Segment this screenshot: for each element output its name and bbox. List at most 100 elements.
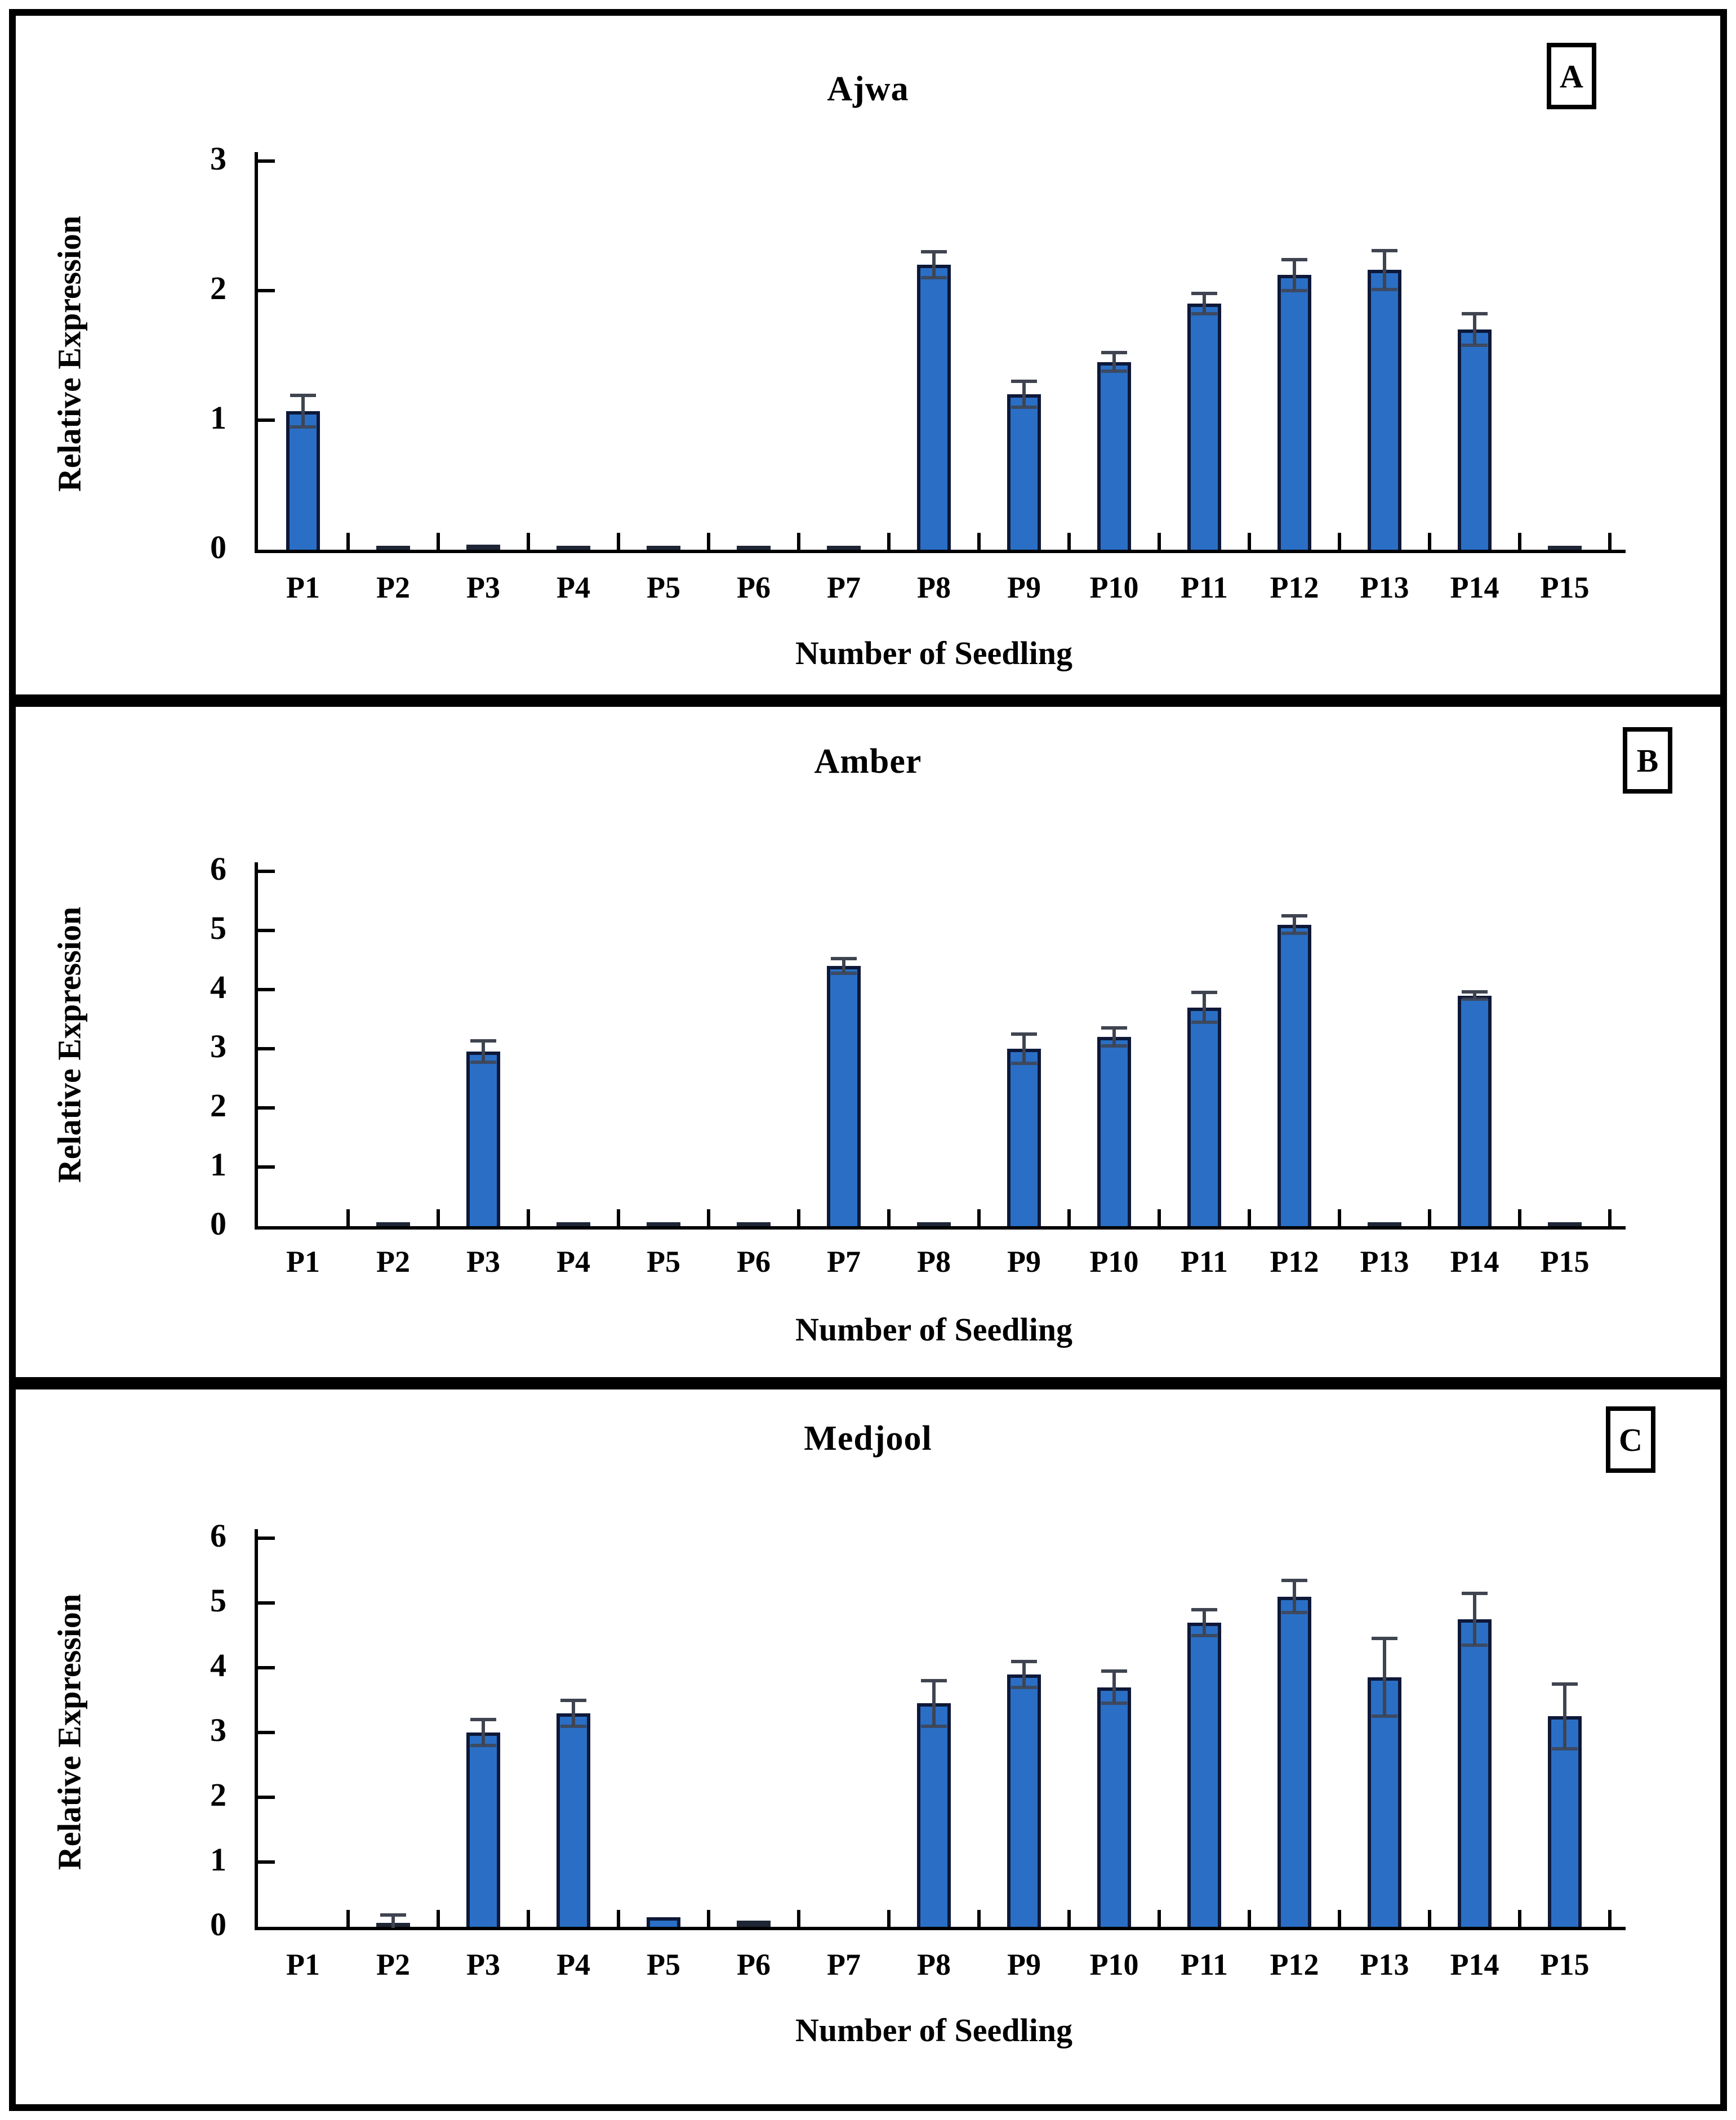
y-axis-tick: [258, 929, 275, 932]
bar-p3: [466, 544, 500, 550]
bar-p11: [1187, 1622, 1221, 1927]
y-axis-tick: [258, 1047, 275, 1050]
error-bar-cap-top: [1281, 1578, 1307, 1582]
x-axis-tick: [1067, 1910, 1071, 1927]
bar-p4: [557, 1713, 590, 1927]
error-bar-line: [1473, 1593, 1476, 1645]
y-axis-line: [255, 862, 258, 1230]
panel-letter: B: [1636, 742, 1659, 779]
category-label-p12: P12: [1270, 1245, 1319, 1279]
x-axis-tick: [707, 533, 710, 550]
bar-p2: [376, 546, 410, 550]
error-bar-cap-bottom: [1281, 932, 1307, 936]
x-axis-tick: [1608, 533, 1612, 550]
error-bar-line: [482, 1041, 485, 1063]
error-bar-cap-bottom: [1552, 1747, 1578, 1751]
y-axis-tick-label: 5: [210, 910, 226, 946]
y-axis-label: Relative Expression: [51, 1593, 88, 1870]
bar-p13: [1368, 1222, 1401, 1226]
panel-letter: A: [1560, 57, 1583, 95]
error-bar-cap-top: [560, 1698, 586, 1702]
y-axis-label: Relative Expression: [51, 906, 88, 1183]
error-bar-cap-bottom: [921, 1724, 947, 1728]
error-bar-cap-bottom: [1281, 1611, 1307, 1615]
category-label-p10: P10: [1089, 1245, 1139, 1279]
bar-p12: [1277, 1596, 1311, 1927]
bar-p10: [1097, 1687, 1131, 1927]
error-bar-line: [1022, 381, 1026, 407]
error-bar-cap-top: [921, 250, 947, 253]
panel-title: Medjool: [804, 1419, 932, 1458]
y-axis-tick: [258, 870, 275, 873]
panel-title: Amber: [814, 742, 922, 781]
bar-p7: [827, 966, 861, 1226]
bar-p4: [557, 1222, 590, 1226]
error-bar-cap-bottom: [1011, 1062, 1037, 1066]
error-bar-cap-top: [1372, 248, 1397, 252]
category-label-p2: P2: [376, 1948, 410, 1981]
x-axis-tick: [797, 1910, 800, 1927]
error-bar-cap-bottom: [1372, 287, 1397, 291]
y-axis-tick-label: 2: [210, 270, 226, 306]
panel-letter-box: B: [1623, 727, 1672, 794]
error-bar-line: [482, 1720, 485, 1745]
y-axis-tick-label: 6: [210, 850, 226, 887]
bar-p8: [917, 1222, 951, 1226]
error-bar-line: [391, 1915, 395, 1928]
panel-ajwa: Ajwa A Relative Expression Number of See…: [16, 16, 1720, 694]
error-bar-line: [1473, 992, 1476, 999]
x-axis-tick: [1518, 1209, 1521, 1226]
error-bar-cap-bottom: [1101, 1702, 1127, 1705]
bar-p9: [1007, 1049, 1041, 1226]
x-axis-tick: [887, 1910, 891, 1927]
y-axis-tick-label: 3: [210, 1712, 226, 1748]
error-bar-cap-top: [921, 1679, 947, 1682]
category-label-p13: P13: [1360, 571, 1409, 604]
error-bar-line: [1203, 992, 1206, 1022]
category-label-p7: P7: [827, 1948, 861, 1981]
x-axis-tick: [1608, 1209, 1612, 1226]
bar-p15: [1548, 1716, 1582, 1927]
y-axis-tick-label: 4: [210, 969, 226, 1005]
category-label-p5: P5: [647, 1245, 680, 1279]
x-axis-line: [255, 550, 1626, 553]
category-label-p8: P8: [917, 1948, 951, 1981]
bar-p2: [376, 1222, 410, 1226]
error-bar-line: [572, 1700, 575, 1726]
error-bar-cap-bottom: [1462, 997, 1488, 1001]
category-label-p14: P14: [1450, 1245, 1499, 1279]
error-bar-cap-bottom: [1191, 1633, 1217, 1637]
y-axis-tick-label: 6: [210, 1517, 226, 1554]
y-axis-tick-label: 1: [210, 399, 226, 436]
error-bar-line: [1473, 314, 1476, 345]
y-axis-tick-label: 3: [210, 140, 226, 177]
x-axis-tick: [1158, 1209, 1161, 1226]
bar-p13: [1368, 1677, 1401, 1927]
category-label-p2: P2: [376, 571, 410, 604]
x-axis-tick: [1248, 533, 1251, 550]
category-label-p1: P1: [286, 571, 320, 604]
bar-p15: [1548, 1222, 1582, 1226]
error-bar-cap-top: [1011, 380, 1037, 383]
error-bar-cap-top: [1101, 351, 1127, 355]
error-bar-cap-bottom: [470, 1061, 496, 1065]
error-bar-cap-top: [1281, 257, 1307, 261]
error-bar-cap-top: [1011, 1659, 1037, 1663]
error-bar-cap-top: [1101, 1669, 1127, 1673]
category-label-p15: P15: [1540, 571, 1590, 604]
category-label-p13: P13: [1360, 1245, 1409, 1279]
panel-letter-box: C: [1606, 1406, 1655, 1473]
x-axis-tick: [1338, 1209, 1341, 1226]
bar-p6: [737, 546, 771, 550]
x-axis-tick: [707, 1910, 710, 1927]
category-label-p8: P8: [917, 571, 951, 604]
bar-p5: [647, 1222, 680, 1226]
y-axis-tick-label: 3: [210, 1028, 226, 1065]
y-axis-tick-label: 2: [210, 1087, 226, 1124]
bar-p5: [647, 1917, 680, 1927]
error-bar-line: [1022, 1034, 1026, 1064]
error-bar-line: [1022, 1661, 1026, 1687]
x-axis-tick: [1518, 533, 1521, 550]
error-bar-line: [1203, 293, 1206, 314]
x-axis-tick: [1428, 1209, 1431, 1226]
